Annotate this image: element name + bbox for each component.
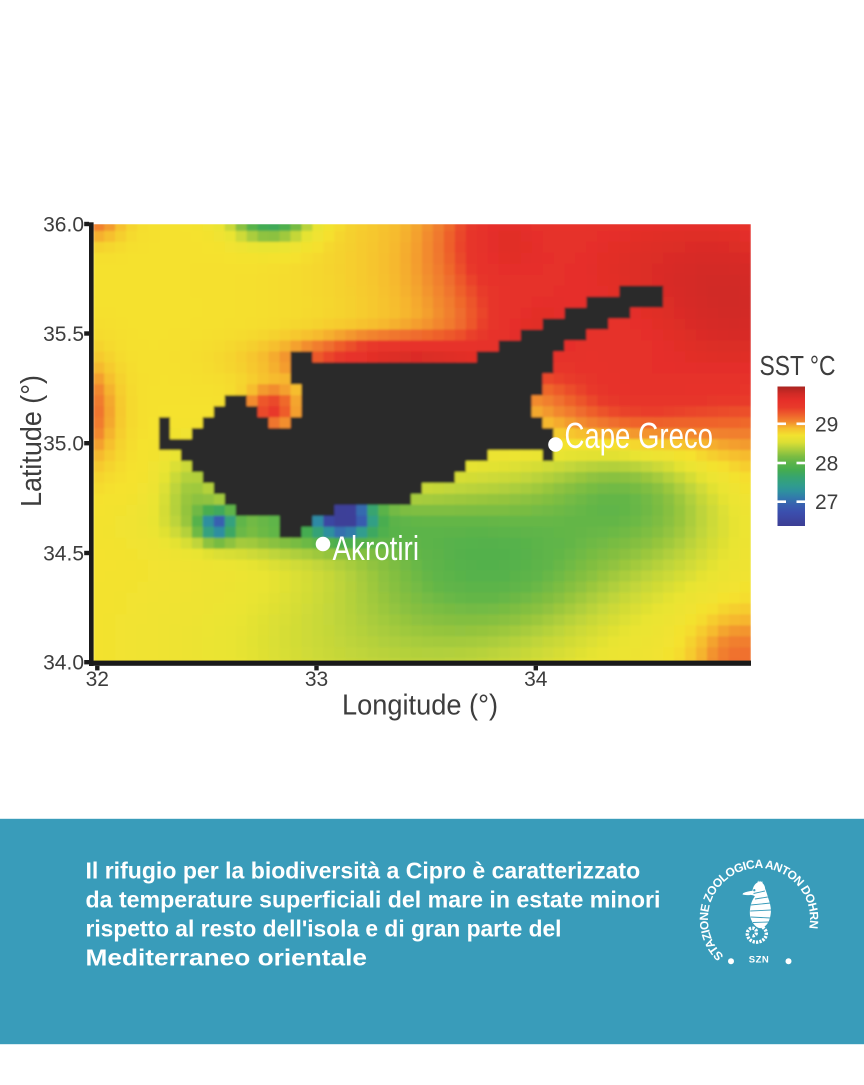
svg-text:34.0: 34.0 bbox=[43, 652, 84, 675]
svg-text:34: 34 bbox=[524, 668, 548, 691]
svg-text:Mediterraneo orientale: Mediterraneo orientale bbox=[86, 945, 368, 971]
svg-text:35.5: 35.5 bbox=[43, 323, 84, 346]
svg-text:SZN: SZN bbox=[749, 955, 770, 966]
svg-text:rispetto al resto dell'isola e: rispetto al resto dell'isola e di gran p… bbox=[86, 916, 562, 942]
svg-text:da temperature superficiali de: da temperature superficiali del mare in … bbox=[86, 887, 661, 913]
svg-text:Longitude (°): Longitude (°) bbox=[342, 690, 498, 722]
svg-text:Il rifugio per la biodiversità: Il rifugio per la biodiversità a Cipro è… bbox=[86, 858, 641, 884]
svg-text:Akrotiri: Akrotiri bbox=[333, 530, 420, 568]
svg-text:Cape Greco: Cape Greco bbox=[565, 415, 714, 456]
svg-text:35.0: 35.0 bbox=[43, 433, 84, 456]
svg-text:34.5: 34.5 bbox=[43, 543, 84, 566]
svg-text:27: 27 bbox=[815, 491, 838, 514]
svg-text:29: 29 bbox=[815, 413, 838, 436]
svg-text:Latitude (°): Latitude (°) bbox=[16, 375, 48, 507]
svg-text:33: 33 bbox=[305, 668, 328, 691]
svg-text:36.0: 36.0 bbox=[43, 214, 84, 237]
svg-text:32: 32 bbox=[86, 668, 109, 691]
svg-text:SST °C: SST °C bbox=[760, 350, 836, 381]
svg-text:28: 28 bbox=[815, 453, 838, 476]
